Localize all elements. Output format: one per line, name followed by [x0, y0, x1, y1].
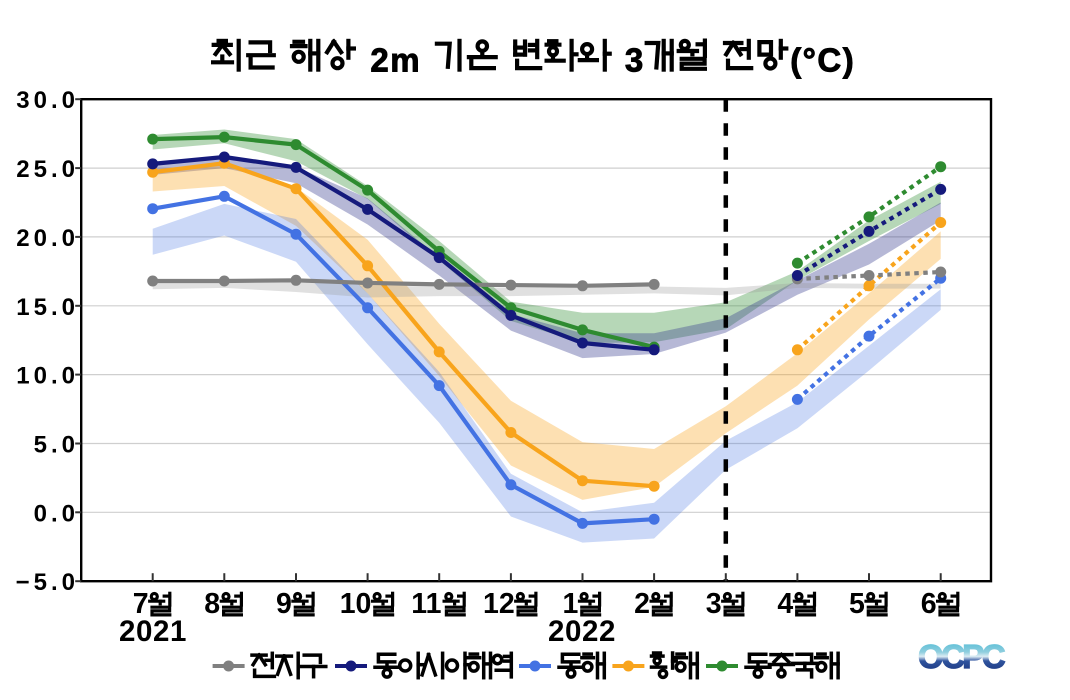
- svg-text:10: 10: [340, 588, 372, 620]
- svg-text:15.0: 15.0: [16, 294, 79, 321]
- svg-text:11: 11: [411, 588, 441, 620]
- svg-text:9: 9: [276, 588, 292, 620]
- svg-text:8: 8: [204, 588, 220, 620]
- svg-text:7: 7: [133, 588, 149, 620]
- svg-text:2m: 2m: [370, 42, 421, 79]
- svg-text:−5.0: −5.0: [16, 569, 79, 596]
- svg-text:(°C): (°C): [790, 42, 855, 79]
- svg-text:2021: 2021: [119, 615, 187, 648]
- svg-text:12: 12: [483, 588, 515, 620]
- svg-text:5: 5: [849, 588, 865, 620]
- svg-text:2022: 2022: [548, 615, 616, 648]
- svg-text:2: 2: [634, 588, 650, 620]
- svg-text:OCPC: OCPC: [918, 638, 1005, 675]
- svg-text:20.0: 20.0: [16, 225, 79, 252]
- svg-text:3: 3: [625, 42, 645, 79]
- svg-text:6: 6: [921, 588, 937, 620]
- svg-text:3: 3: [706, 588, 722, 620]
- svg-text:5.0: 5.0: [34, 432, 79, 459]
- svg-text:4: 4: [777, 588, 793, 620]
- svg-text:25.0: 25.0: [16, 156, 79, 183]
- svg-text:10.0: 10.0: [16, 363, 79, 390]
- svg-text:0.0: 0.0: [34, 500, 79, 527]
- svg-text:1: 1: [563, 588, 579, 620]
- svg-text:30.0: 30.0: [16, 87, 79, 114]
